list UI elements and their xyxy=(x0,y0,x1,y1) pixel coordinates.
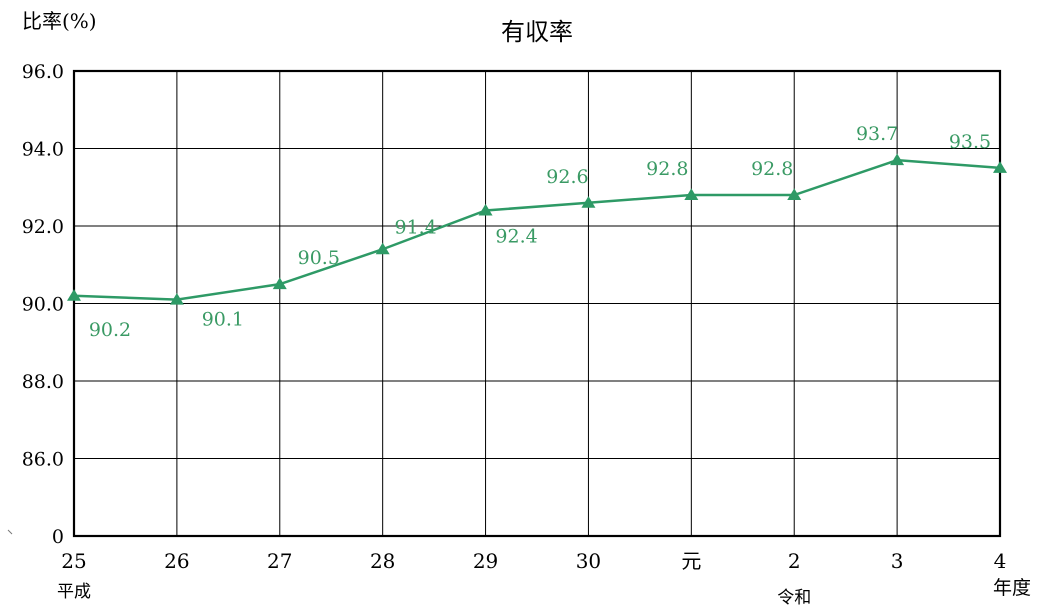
data-point-marker xyxy=(684,188,699,200)
y-tick-label: 88.0 xyxy=(22,371,64,393)
axes xyxy=(7,69,1002,538)
data-point-marker xyxy=(581,196,596,208)
y-tick-label: 90.0 xyxy=(22,294,64,316)
data-label: 92.6 xyxy=(546,166,588,188)
data-label: 93.5 xyxy=(949,131,991,153)
data-label: 90.5 xyxy=(298,247,340,269)
y-tick-label: 96.0 xyxy=(22,61,64,83)
chart-title: 有収率 xyxy=(501,18,573,46)
y-tick-label: 0 xyxy=(52,526,64,548)
era-label: 平成 xyxy=(57,582,91,602)
data-point-marker xyxy=(169,293,184,305)
x-tick-label: 28 xyxy=(370,549,395,573)
x-tick-label: 3 xyxy=(891,549,904,573)
data-point-marker xyxy=(890,153,905,166)
data-label: 92.8 xyxy=(751,158,793,180)
x-tick-label: 30 xyxy=(576,549,601,573)
y-tick-label: 86.0 xyxy=(22,449,64,471)
data-point-marker xyxy=(67,289,81,301)
series-line xyxy=(73,158,1001,301)
era-label: 令和 xyxy=(777,588,811,607)
data-label: 90.1 xyxy=(202,309,244,331)
x-tick-label: 26 xyxy=(164,549,189,573)
x-tick-label: 25 xyxy=(61,549,86,573)
data-point-marker xyxy=(787,188,802,200)
data-label: 93.7 xyxy=(856,123,898,145)
data-point-marker xyxy=(478,203,493,216)
x-tick-label: 2 xyxy=(788,549,801,573)
x-tick-label: 元 xyxy=(681,549,701,573)
y-tick-label: 94.0 xyxy=(22,139,64,161)
axis-break-mark xyxy=(7,529,13,535)
plot-frame xyxy=(72,69,1002,538)
data-point-marker xyxy=(993,161,1007,173)
y-axis-label: 比率(%) xyxy=(22,9,97,33)
tick-labels: 0 86.0 88.0 90.0 92.0 94.0 96.0 25 26 27 28 29 30 元 2 3… xyxy=(22,61,1007,607)
x-tick-label: 4 xyxy=(994,549,1007,573)
x-tick-label: 29 xyxy=(473,549,498,573)
data-label: 92.4 xyxy=(495,226,537,248)
x-axis-label: 年度 xyxy=(993,577,1031,599)
data-label: 92.8 xyxy=(646,158,688,180)
data-label: 91.4 xyxy=(395,216,437,238)
data-label: 90.2 xyxy=(89,319,131,341)
y-tick-label: 92.0 xyxy=(22,216,64,238)
x-tick-label: 27 xyxy=(267,549,292,573)
data-point-marker xyxy=(375,242,390,255)
data-point-marker xyxy=(272,277,287,290)
series-layer: 90.2 90.1 90.5 91.4 92.4 92.6 92.8 92.8 93.7 93.5 xyxy=(67,123,1007,341)
